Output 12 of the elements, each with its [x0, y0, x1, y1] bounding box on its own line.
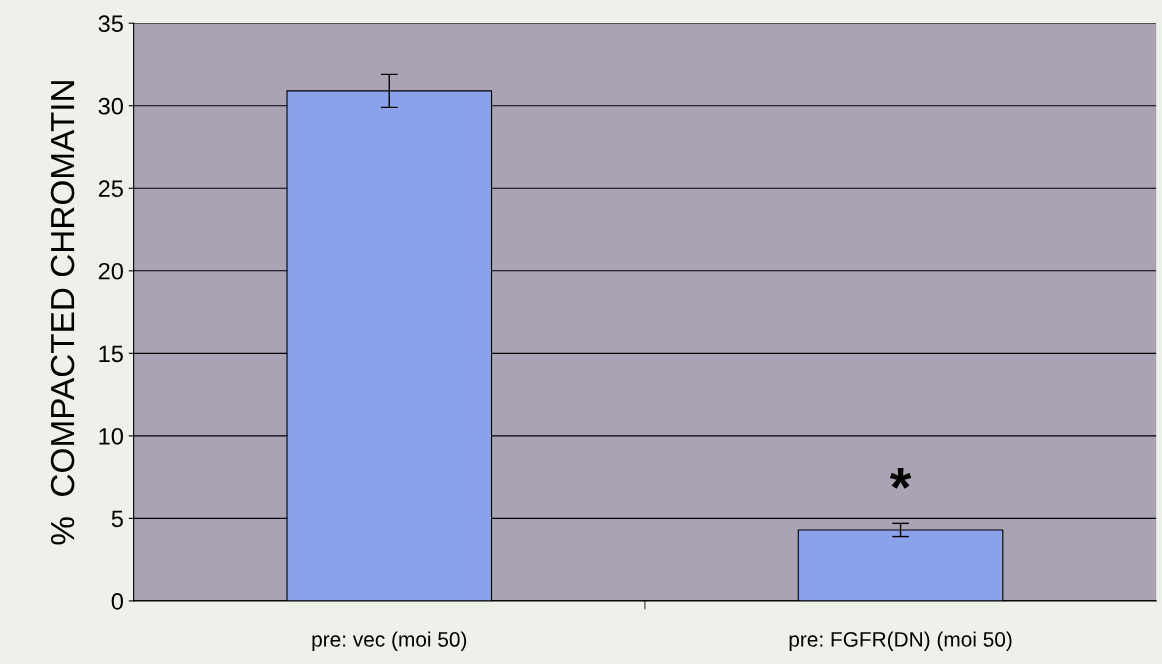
y-tick-label: 0 [111, 592, 123, 610]
x-tick-label: pre: vec (moi 50) [312, 631, 467, 651]
y-tick-label: 10 [99, 427, 123, 445]
y-tick-label: 35 [98, 15, 123, 33]
y-axis-title: % COMPACTED CHROMATIN [50, 81, 75, 545]
y-tick-label: 25 [98, 180, 123, 198]
x-tick-label: pre: FGFR(DN) (moi 50) [789, 631, 1012, 651]
annotation: * [889, 468, 912, 489]
y-tick-label: 30 [98, 97, 123, 115]
y-tick-label: 20 [98, 262, 123, 280]
y-tick-label: 15 [99, 345, 123, 363]
y-tick-label: 5 [111, 510, 123, 528]
